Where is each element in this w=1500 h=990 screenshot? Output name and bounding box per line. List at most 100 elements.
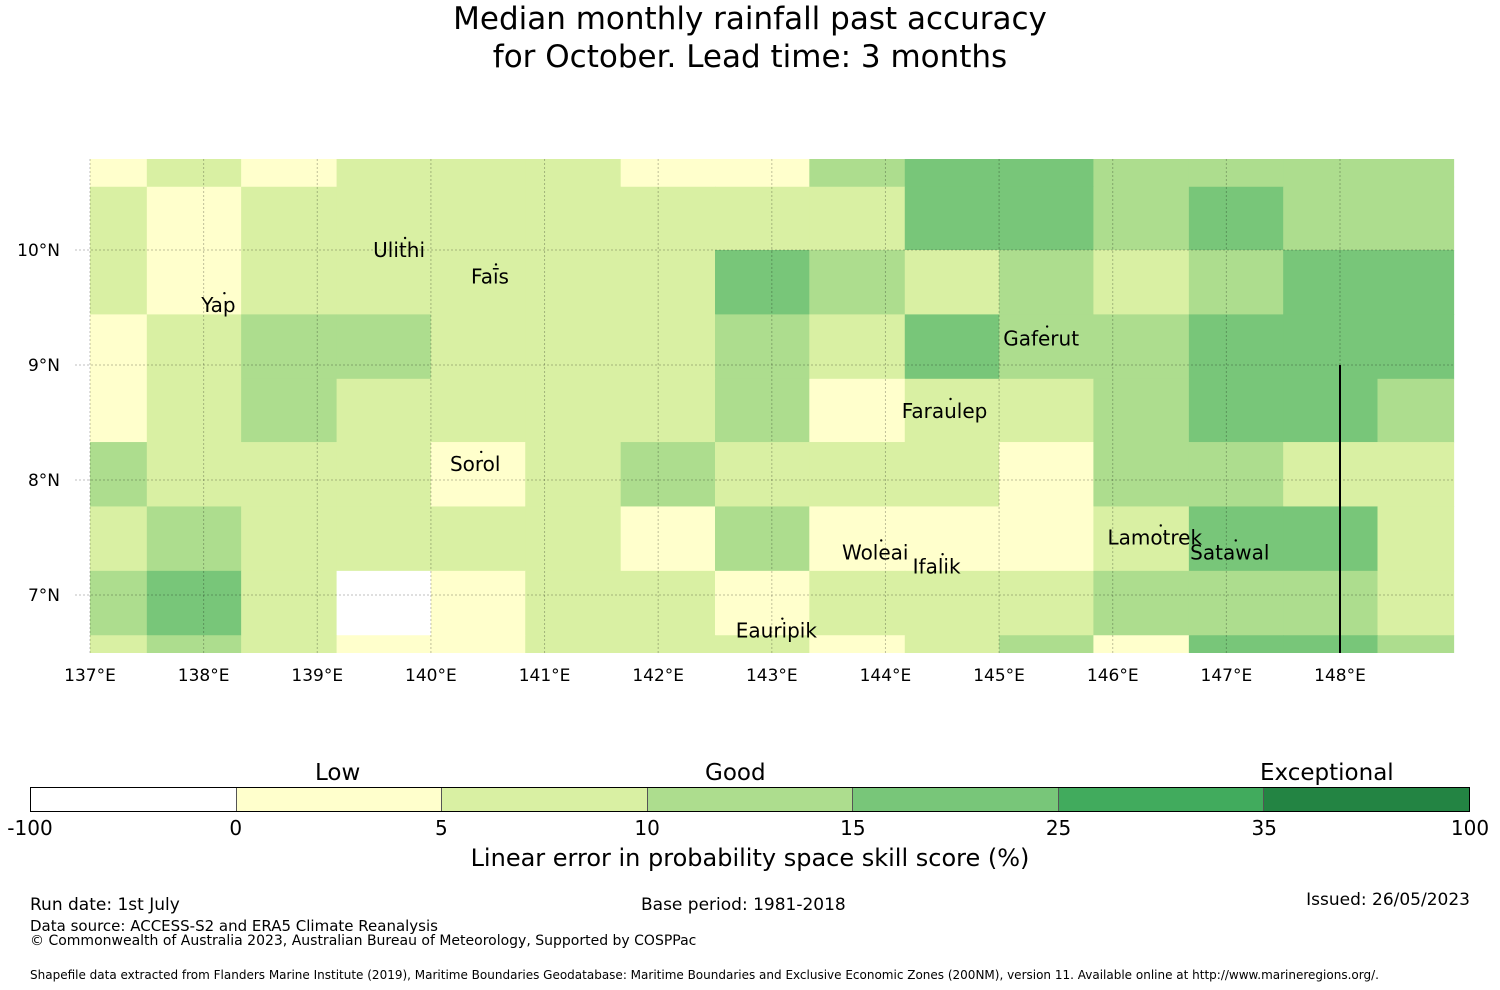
grid-cell — [904, 570, 1000, 636]
grid-cell — [241, 442, 338, 507]
grid-cell — [999, 378, 1094, 443]
lon-tick-label: 144°E — [860, 666, 912, 686]
lon-tick-label: 139°E — [291, 666, 343, 686]
grid-cell — [715, 250, 810, 315]
lon-tick-label: 138°E — [178, 666, 230, 686]
place-labels: Ulithi Faīs Yap Gaferut Faraulep Sorol WoleaiI… — [200, 236, 1269, 643]
grid-cell — [1188, 250, 1284, 315]
grid-cell — [1283, 250, 1378, 315]
colorbar-segment — [31, 788, 236, 811]
grid-cell — [620, 250, 716, 315]
island-marker — [494, 263, 498, 266]
grid-cell — [525, 314, 622, 380]
grid-cell — [430, 250, 526, 315]
grid-cell — [241, 186, 338, 251]
grid-cell — [525, 250, 622, 315]
grid-cell — [1093, 635, 1190, 653]
shapefile-credit: Shapefile data extracted from Flanders M… — [30, 968, 1379, 982]
grid-cell — [809, 442, 906, 507]
grid-cell — [1377, 159, 1455, 188]
place-label: Faraulep — [902, 399, 988, 423]
grid-cell — [999, 442, 1094, 507]
grid-cell — [809, 378, 906, 443]
colorbar-segment — [1057, 788, 1264, 811]
data-source: Data source: ACCESS-S2 and ERA5 Climate … — [30, 917, 438, 935]
colorbar-tick-label: -100 — [7, 816, 53, 840]
grid-cell — [146, 570, 242, 636]
grid-cell — [1283, 635, 1378, 653]
issued-date: Issued: 26/05/2023 — [1306, 890, 1470, 910]
grid-cell — [146, 159, 242, 188]
grid-cell — [904, 378, 1000, 443]
island-marker — [223, 292, 226, 295]
colorbar-title: Linear error in probability space skill … — [470, 844, 1030, 872]
grid-cell — [430, 635, 526, 653]
map-title-line-1: Median monthly rainfall past accuracy — [453, 1, 1047, 37]
grid-cell — [1188, 159, 1284, 188]
grid-cell — [1093, 506, 1190, 572]
graticule — [75, 159, 1455, 653]
colorbar-segment — [235, 788, 442, 811]
island-marker — [1045, 325, 1049, 328]
grid-cell — [620, 506, 716, 572]
grid-cell — [809, 250, 906, 315]
grid-cell — [336, 570, 432, 636]
place-label: Sorol — [450, 452, 501, 476]
grid-cell — [241, 159, 338, 188]
grid-cell — [241, 378, 338, 443]
colorbar-tick-label: 25 — [1045, 816, 1072, 840]
lat-tick-label: 9°N — [28, 356, 60, 376]
grid-cell — [146, 314, 242, 380]
grid-cell — [1377, 186, 1455, 251]
grid-cell — [430, 570, 526, 636]
colorbar-tick-label: 5 — [435, 816, 448, 840]
colorbar-segment — [441, 788, 647, 811]
base-period: Base period: 1981-2018 — [641, 895, 846, 915]
island-marker — [781, 617, 784, 620]
grid-cell — [146, 378, 242, 443]
grid-cell — [336, 635, 432, 653]
grid-cell — [1093, 570, 1190, 636]
grid-cell — [1283, 570, 1378, 636]
grid-cell — [241, 570, 338, 636]
grid-cell — [1377, 506, 1455, 572]
grid-cell — [809, 186, 906, 251]
grid-cell — [336, 159, 432, 188]
lon-tick-label: 137°E — [64, 666, 116, 686]
place-label: Eauripik — [736, 619, 818, 643]
grid-cell — [1283, 186, 1378, 251]
lat-tick-label: 8°N — [28, 471, 60, 491]
run-date: Run date: 1st July — [30, 895, 180, 915]
grid-cell — [1093, 250, 1190, 315]
grid-cell — [1377, 378, 1455, 443]
lon-tick-label: 142°E — [632, 666, 684, 686]
grid-cell — [525, 378, 622, 443]
copyright: © Commonwealth of Australia 2023, Austra… — [30, 933, 697, 949]
place-label: Woleai — [842, 540, 909, 564]
lon-tick-label: 143°E — [746, 666, 798, 686]
grid-cell — [904, 186, 1000, 251]
grid-cell — [1093, 314, 1190, 380]
grid-cell — [90, 570, 148, 636]
grid-cell — [90, 314, 148, 380]
colorbar-tick-label: 15 — [840, 816, 866, 840]
grid-cell — [525, 635, 622, 653]
grid-cell — [1188, 635, 1284, 653]
grid-cell — [525, 159, 622, 188]
island-marker — [941, 553, 944, 556]
grid-cell — [336, 506, 432, 572]
grid-cell — [1377, 570, 1455, 636]
grid-cell — [241, 506, 338, 572]
island-marker — [480, 450, 483, 454]
lon-tick-label: 147°E — [1201, 666, 1253, 686]
lon-tick-label: 145°E — [973, 666, 1025, 686]
grid-cell — [809, 314, 906, 380]
grid-cell — [904, 442, 1000, 507]
grid-cell — [1377, 442, 1455, 507]
grid-cell — [90, 250, 148, 315]
grid-cell — [146, 635, 242, 653]
colorbar-segment — [852, 788, 1058, 811]
lon-tick-label: 146°E — [1087, 666, 1139, 686]
grid-cell — [1188, 570, 1284, 636]
grid-cell — [430, 159, 526, 188]
